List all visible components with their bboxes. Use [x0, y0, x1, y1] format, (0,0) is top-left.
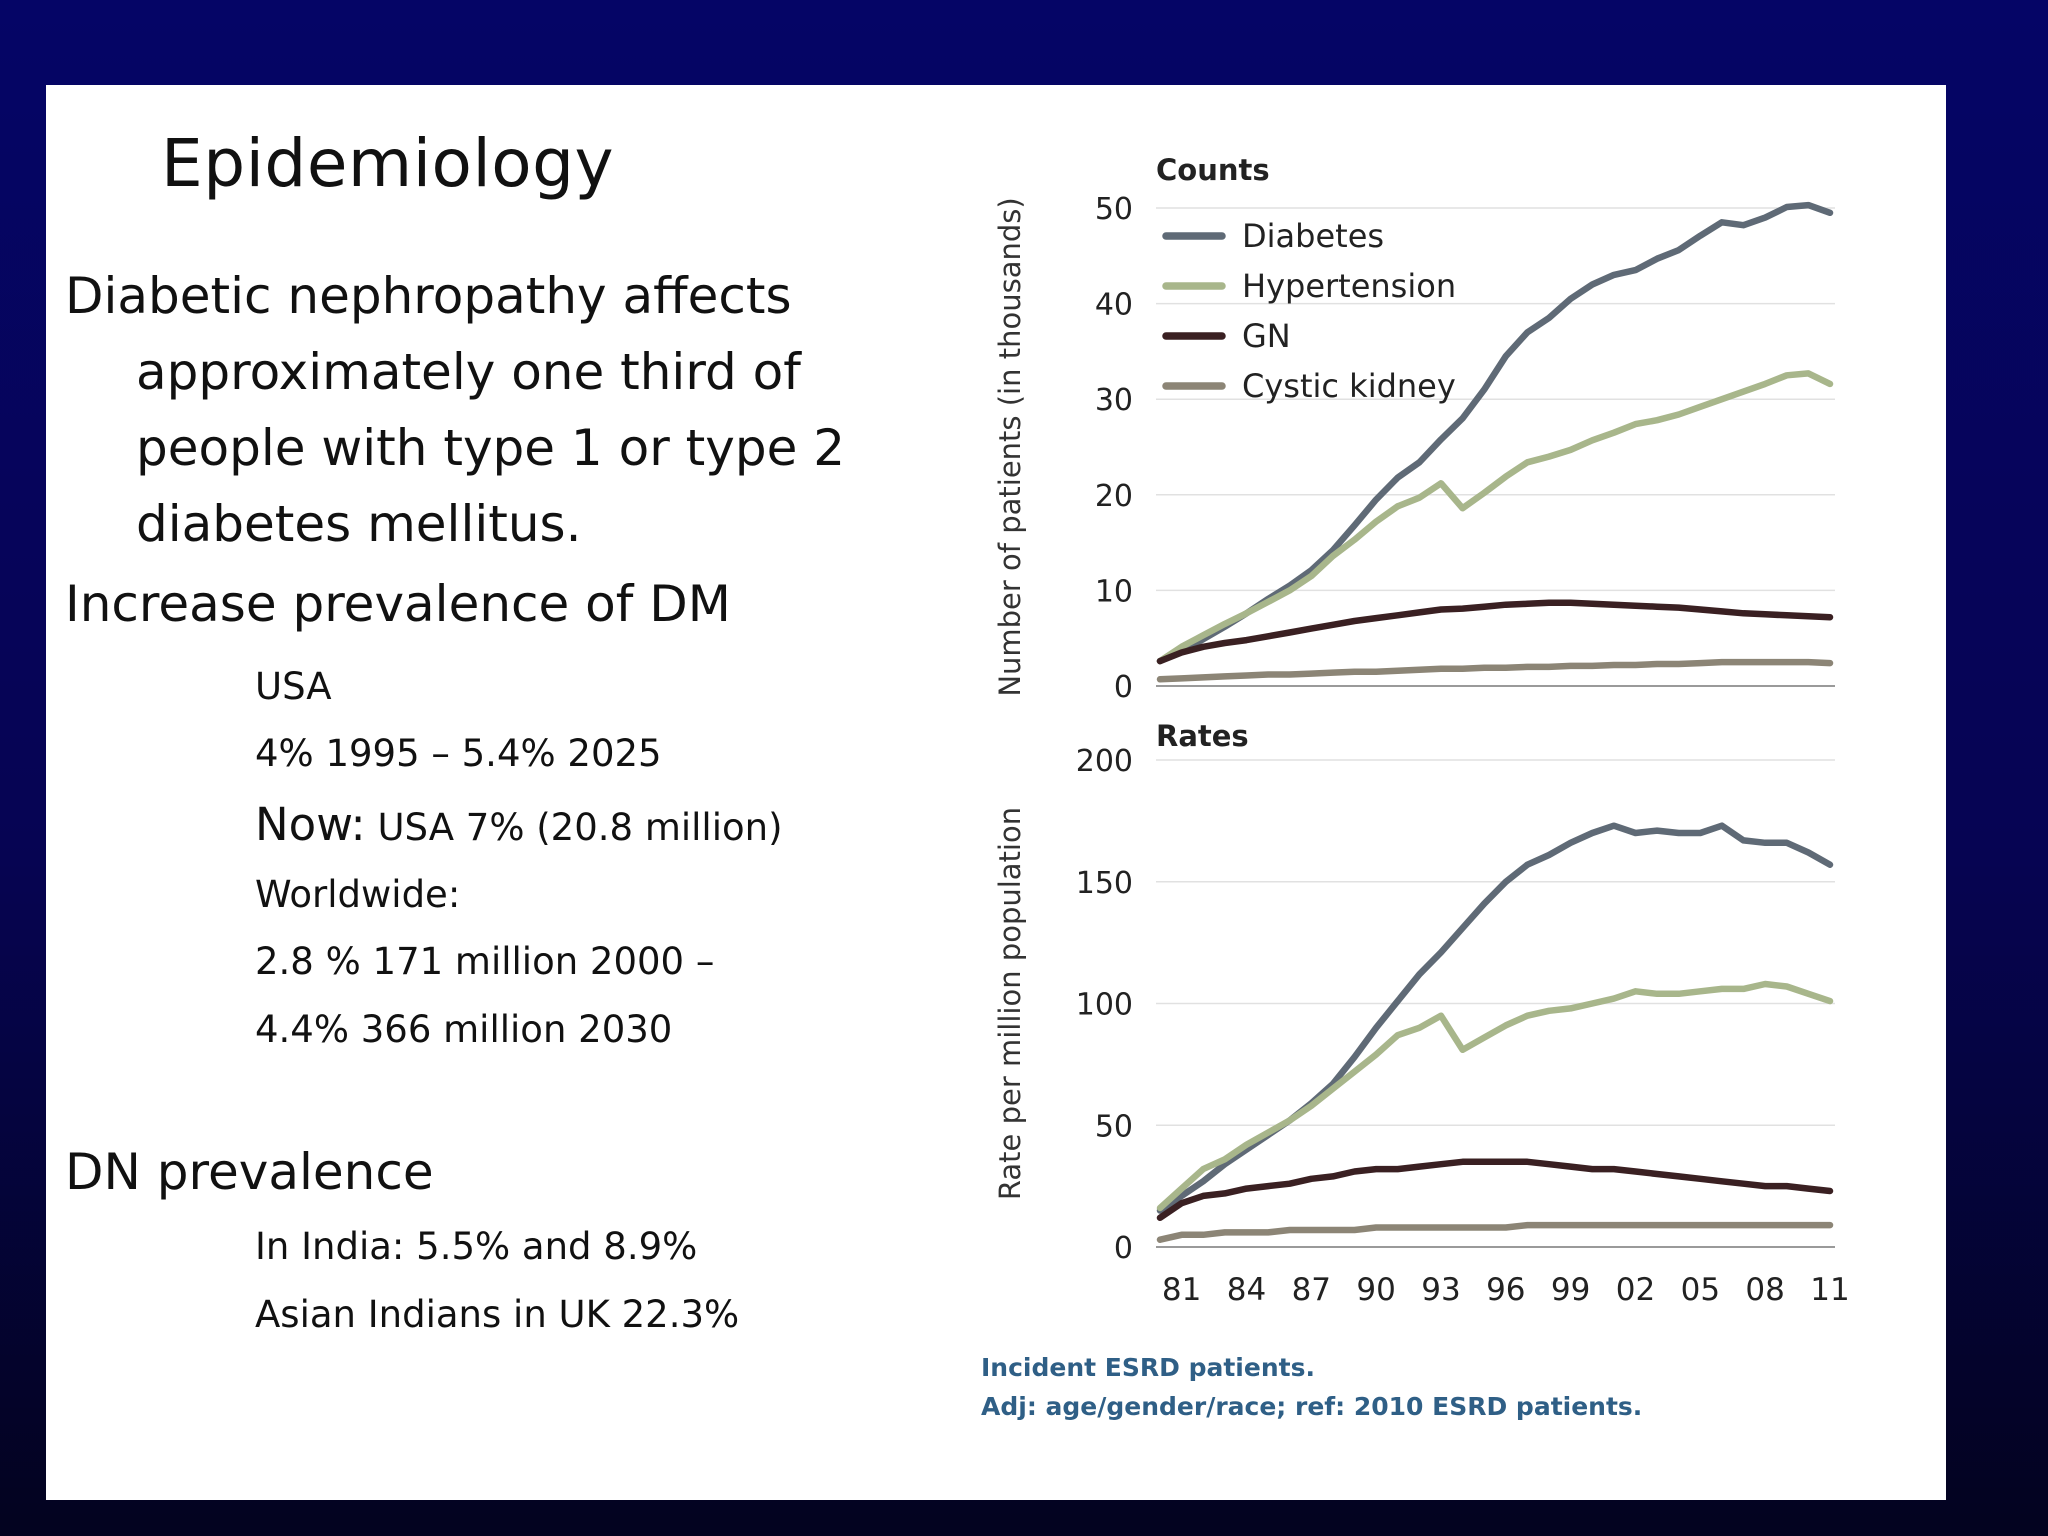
x-tick-label: 99 [1551, 1272, 1590, 1308]
x-tick-label: 11 [1810, 1272, 1849, 1308]
heading-dn-prevalence: DN prevalence [65, 1143, 434, 1201]
panel-title: Rates [1156, 719, 1249, 753]
x-tick-label: 84 [1227, 1272, 1266, 1308]
india-prevalence: In India: 5.5% and 8.9% [255, 1225, 698, 1268]
y-tick-label: 50 [1095, 192, 1133, 227]
worldwide-line-2: 4.4% 366 million 2030 [255, 1008, 673, 1051]
x-tick-label: 02 [1616, 1272, 1655, 1308]
y-tick-label: 20 [1095, 479, 1133, 514]
x-tick-label: 90 [1356, 1272, 1395, 1308]
slide-title: Epidemiology [161, 125, 615, 202]
series-line-gn [1156, 1158, 1834, 1222]
uk-prevalence: Asian Indians in UK 22.3% [255, 1293, 740, 1336]
worldwide-line-1: 2.8 % 171 million 2000 – [255, 940, 715, 983]
series-line-hypertension [1156, 980, 1834, 1212]
y-tick-label: 200 [1076, 744, 1133, 779]
legend-label: GN [1242, 317, 1291, 355]
y-axis-label: Rate per million population [993, 807, 1027, 1200]
x-tick-label: 05 [1681, 1272, 1720, 1308]
series-line-cystic-kidney [1156, 1221, 1834, 1243]
panel-title: Counts [1156, 153, 1270, 187]
x-tick-label: 93 [1421, 1272, 1460, 1308]
usa-label: USA [255, 665, 332, 708]
legend-label: Diabetes [1242, 217, 1384, 255]
y-tick-label: 0 [1114, 1231, 1133, 1266]
y-tick-label: 30 [1095, 383, 1133, 418]
y-tick-label: 100 [1076, 988, 1133, 1023]
x-tick-label: 81 [1162, 1272, 1201, 1308]
y-tick-label: 40 [1095, 288, 1133, 323]
usa-trend: 4% 1995 – 5.4% 2025 [255, 732, 662, 775]
legend-label: Cystic kidney [1242, 367, 1456, 405]
para-line-3: people with type 1 or type 2 [136, 419, 846, 477]
x-tick-label: 87 [1292, 1272, 1331, 1308]
heading-dm-prevalence: Increase prevalence of DM [65, 575, 731, 633]
y-tick-label: 150 [1076, 866, 1133, 901]
series-line-diabetes [1156, 822, 1834, 1214]
now-rest: USA 7% (20.8 million) [365, 806, 783, 849]
now-line: Now: USA 7% (20.8 million) [255, 798, 783, 851]
intro-paragraph: Diabetic nephropathy affects approximate… [65, 258, 1016, 562]
legend-label: Hypertension [1242, 267, 1456, 305]
x-tick-label: 08 [1745, 1272, 1784, 1308]
slide-panel: Epidemiology Diabetic nephropathy affect… [46, 85, 1946, 1500]
now-word: Now: [255, 798, 366, 851]
para-line-1: Diabetic nephropathy affects [65, 267, 792, 325]
series-line-cystic-kidney [1156, 658, 1834, 683]
worldwide-label: Worldwide: [255, 873, 461, 916]
caption-line-2: Adj: age/gender/race; ref: 2010 ESRD pat… [981, 1392, 1643, 1421]
y-tick-label: 50 [1095, 1109, 1133, 1144]
para-line-2: approximately one third of [136, 343, 801, 401]
caption-line-1: Incident ESRD patients. [981, 1353, 1315, 1382]
series-line-hypertension [1156, 370, 1834, 665]
para-line-4: diabetes mellitus. [136, 495, 582, 553]
series-line-gn [1156, 599, 1834, 665]
x-tick-label: 96 [1486, 1272, 1525, 1308]
y-tick-label: 10 [1095, 574, 1133, 609]
y-tick-label: 0 [1114, 670, 1133, 705]
y-axis-label: Number of patients (in thousands) [993, 197, 1027, 696]
